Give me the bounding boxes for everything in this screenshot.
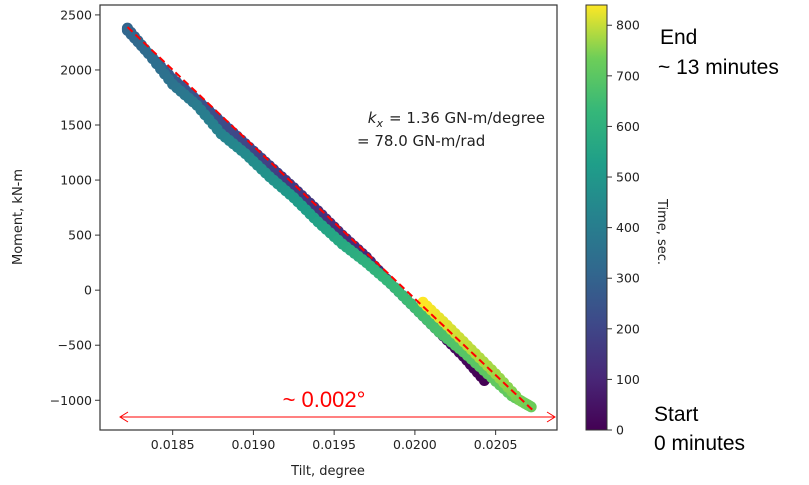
stiffness-annotation-line2: = 78.0 GN-m/rad — [357, 132, 485, 150]
start-label: Start — [654, 403, 699, 426]
y-tick-label: 2500 — [60, 7, 92, 22]
colorbar-tick-label: 400 — [616, 220, 640, 235]
colorbar-tick-label: 500 — [616, 170, 640, 185]
end-label: End — [660, 26, 697, 49]
y-axis: −1000 −500 0 500 1000 1500 2000 2500 — [50, 7, 100, 408]
x-tick-label: 0.0190 — [232, 437, 276, 452]
colorbar-tick-label: 300 — [616, 271, 640, 286]
x-axis: 0.0185 0.0190 0.0195 0.0200 0.0205 — [151, 430, 518, 452]
x-tick-label: 0.0200 — [393, 437, 437, 452]
range-arrow — [119, 411, 556, 423]
y-tick-label: 0 — [84, 283, 92, 298]
colorbar-label: Time, sec. — [654, 198, 669, 265]
start-time-label: 0 minutes — [654, 432, 745, 455]
scatter-points — [121, 22, 537, 413]
fit-line — [126, 26, 534, 411]
colorbar-tick-label: 600 — [616, 119, 640, 134]
colorbar-axis: 0 100 200 300 400 500 600 700 800 — [607, 18, 640, 438]
stiffness-subscript: x — [375, 117, 383, 130]
stiffness-value-deg: = 1.36 GN-m/degree — [389, 109, 545, 127]
x-tick-label: 0.0205 — [474, 437, 518, 452]
data-point — [417, 296, 429, 308]
y-tick-label: −500 — [58, 338, 92, 353]
colorbar-tick-label: 700 — [616, 68, 640, 83]
colorbar-tick-label: 800 — [616, 18, 640, 33]
colorbar — [585, 4, 608, 431]
x-axis-label: Tilt, degree — [290, 464, 365, 479]
stiffness-symbol: k — [368, 109, 378, 127]
colorbar-tick-label: 200 — [616, 321, 640, 336]
y-tick-label: 500 — [68, 228, 92, 243]
y-axis-label: Moment, kN-m — [11, 169, 26, 265]
y-tick-label: −1000 — [50, 393, 92, 408]
range-label: ~ 0.002° — [283, 387, 366, 412]
y-tick-label: 1500 — [60, 118, 92, 133]
plot-frame — [99, 4, 558, 431]
y-tick-label: 1000 — [60, 173, 92, 188]
y-tick-label: 2000 — [60, 62, 92, 77]
colorbar-tick-label: 100 — [616, 372, 640, 387]
x-tick-label: 0.0185 — [151, 437, 195, 452]
end-time-label: ~ 13 minutes — [658, 56, 779, 79]
x-tick-label: 0.0195 — [312, 437, 356, 452]
colorbar-tick-label: 0 — [616, 423, 624, 438]
stiffness-annotation-line1: kx = 1.36 GN-m/degree — [368, 109, 545, 130]
